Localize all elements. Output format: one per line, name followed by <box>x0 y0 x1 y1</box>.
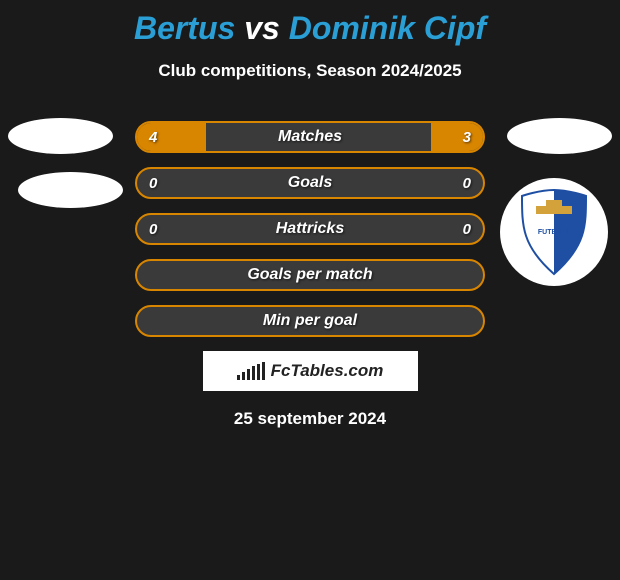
player2-name: Dominik Cipf <box>289 10 486 46</box>
stat-row: 4Matches3 <box>135 121 485 153</box>
chart-icon <box>237 362 265 380</box>
stat-label: Min per goal <box>137 307 483 335</box>
stat-row: 0Goals0 <box>135 167 485 199</box>
stat-label: Matches <box>137 123 483 151</box>
subtitle: Club competitions, Season 2024/2025 <box>0 61 620 81</box>
stat-row: 0Hattricks0 <box>135 213 485 245</box>
stat-value-right: 3 <box>463 123 471 151</box>
stat-label: Goals <box>137 169 483 197</box>
stat-row: Min per goal <box>135 305 485 337</box>
player2-club-crest: FUTBALL <box>500 178 608 286</box>
date-label: 25 september 2024 <box>0 409 620 429</box>
stat-label: Hattricks <box>137 215 483 243</box>
branding-text: FcTables.com <box>271 361 384 381</box>
branding-box: FcTables.com <box>203 351 418 391</box>
player1-club-badge-1 <box>8 118 113 154</box>
vs-label: vs <box>244 10 280 46</box>
player1-club-badge-2 <box>18 172 123 208</box>
shield-icon: FUTBALL <box>514 186 594 278</box>
player2-club-badge-1 <box>507 118 612 154</box>
stat-value-right: 0 <box>463 215 471 243</box>
stat-value-right: 0 <box>463 169 471 197</box>
stat-label: Goals per match <box>137 261 483 289</box>
player1-name: Bertus <box>134 10 235 46</box>
comparison-title: Bertus vs Dominik Cipf <box>0 0 620 47</box>
stats-container: 4Matches30Goals00Hattricks0Goals per mat… <box>135 121 485 337</box>
svg-text:FUTBALL: FUTBALL <box>538 229 571 236</box>
stat-row: Goals per match <box>135 259 485 291</box>
